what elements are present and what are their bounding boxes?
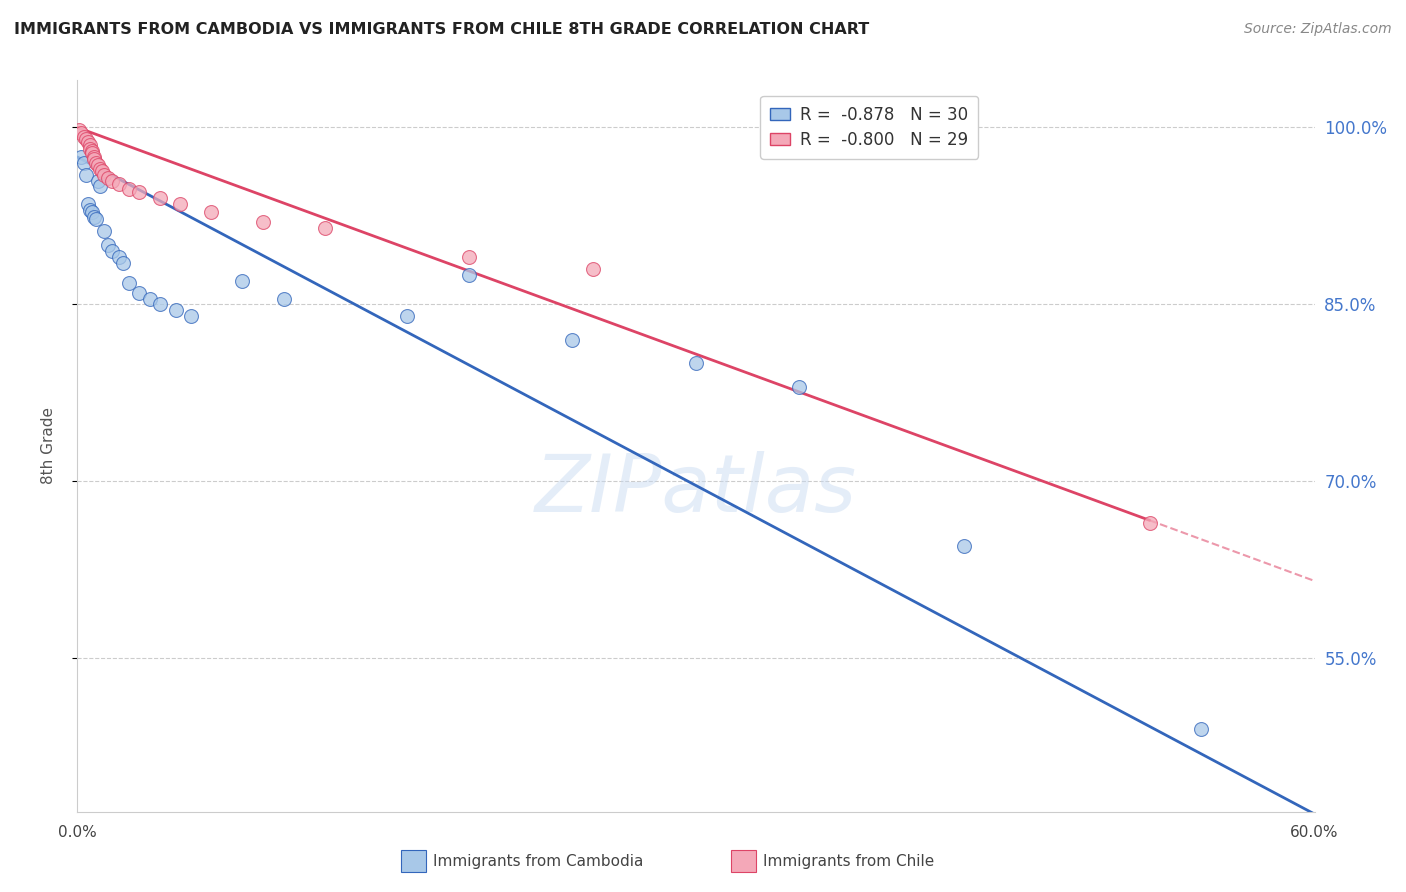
Point: [128, 186, 150, 200]
Point: [458, 268, 481, 282]
Point: [561, 333, 583, 347]
Point: [87, 173, 110, 187]
Point: [84, 156, 107, 170]
Point: [80, 146, 103, 161]
Point: [70, 127, 93, 141]
Point: [118, 276, 141, 290]
Legend: R =  -0.878   N = 30, R =  -0.800   N = 29: R = -0.878 N = 30, R = -0.800 N = 29: [761, 96, 979, 159]
Text: Source: ZipAtlas.com: Source: ZipAtlas.com: [1244, 22, 1392, 37]
Point: [1189, 722, 1212, 736]
Point: [149, 191, 172, 205]
Point: [79, 202, 101, 217]
Text: IMMIGRANTS FROM CAMBODIA VS IMMIGRANTS FROM CHILE 8TH GRADE CORRELATION CHART: IMMIGRANTS FROM CAMBODIA VS IMMIGRANTS F…: [14, 22, 869, 37]
Point: [200, 205, 222, 219]
Point: [70, 150, 93, 164]
Point: [75, 168, 97, 182]
Point: [80, 205, 103, 219]
Point: [231, 274, 253, 288]
Point: [76, 197, 98, 211]
Point: [79, 142, 101, 156]
Point: [67, 123, 90, 137]
Point: [787, 380, 810, 394]
Point: [128, 285, 150, 300]
Point: [107, 177, 129, 191]
Point: [107, 250, 129, 264]
Point: [93, 168, 115, 182]
Point: [149, 297, 172, 311]
Text: ZIPatlas: ZIPatlas: [534, 450, 858, 529]
Point: [76, 135, 98, 149]
Point: [83, 153, 105, 167]
Point: [111, 256, 134, 270]
Point: [685, 356, 707, 370]
Point: [458, 250, 481, 264]
Point: [169, 197, 191, 211]
Point: [83, 210, 105, 224]
Text: Immigrants from Cambodia: Immigrants from Cambodia: [433, 854, 644, 869]
Point: [91, 164, 114, 178]
Point: [84, 212, 107, 227]
Point: [273, 292, 295, 306]
Point: [396, 310, 419, 324]
Text: Immigrants from Chile: Immigrants from Chile: [763, 854, 935, 869]
Point: [118, 182, 141, 196]
Point: [1139, 516, 1161, 530]
Point: [79, 138, 101, 153]
Point: [72, 129, 94, 144]
Point: [138, 292, 160, 306]
Point: [97, 238, 120, 252]
Point: [93, 224, 115, 238]
Point: [101, 244, 124, 259]
Point: [314, 220, 336, 235]
Point: [180, 310, 202, 324]
Point: [89, 179, 111, 194]
Y-axis label: 8th Grade: 8th Grade: [42, 408, 56, 484]
Point: [165, 303, 187, 318]
Point: [72, 156, 94, 170]
Point: [252, 215, 274, 229]
Point: [75, 132, 97, 146]
Point: [101, 173, 124, 187]
Point: [87, 158, 110, 172]
Point: [83, 150, 105, 164]
Point: [97, 171, 120, 186]
Point: [582, 262, 605, 277]
Point: [80, 144, 103, 158]
Point: [953, 539, 976, 553]
Point: [89, 161, 111, 176]
